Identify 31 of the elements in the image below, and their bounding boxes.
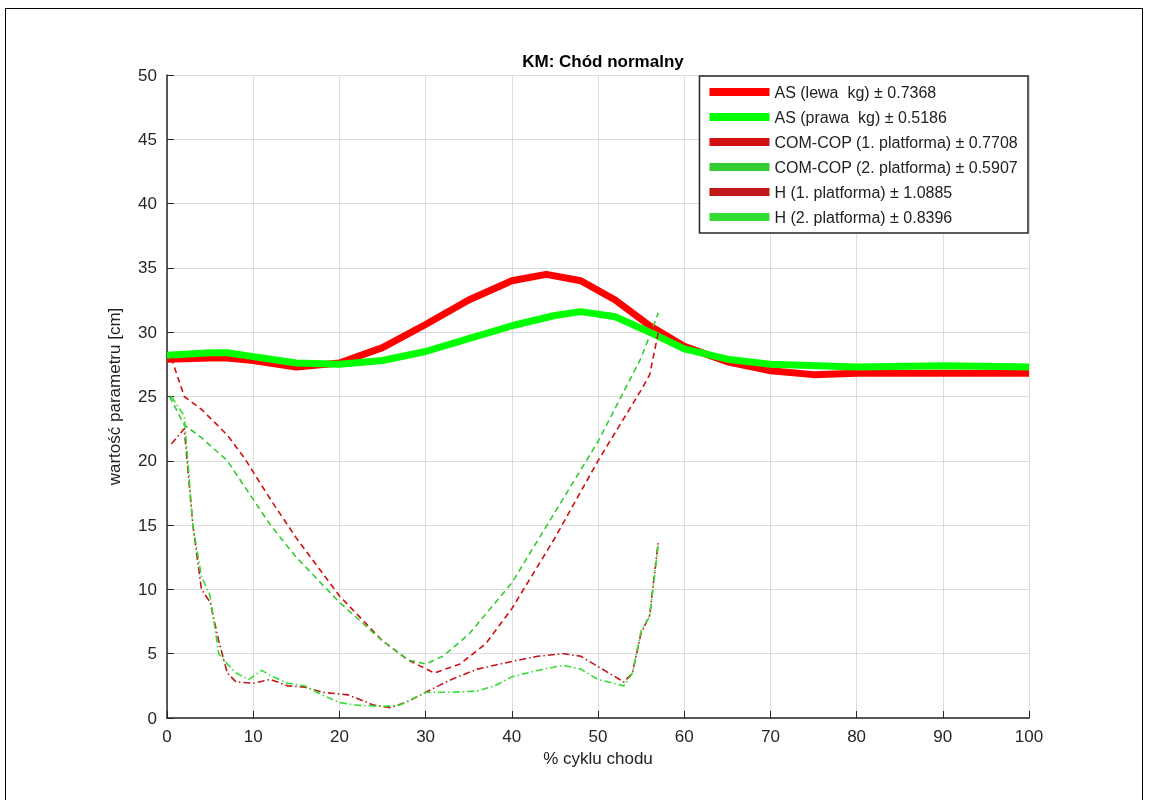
y-tick-label: 45	[138, 129, 157, 149]
legend-label: H (1. platforma) ± 1.0885	[774, 183, 953, 201]
y-tick-label: 30	[138, 322, 157, 342]
y-tick-label: 35	[138, 258, 157, 278]
x-tick-label: 100	[1014, 727, 1044, 746]
x-axis-title: % cyklu chodu	[543, 749, 653, 768]
x-tick-label: 30	[416, 727, 436, 746]
legend-label: AS (lewa kg) ± 0.7368	[774, 83, 937, 101]
x-tick-label: 0	[162, 727, 172, 746]
legend-label: AS (prawa kg) ± 0.5186	[774, 108, 947, 126]
y-tick-label: 10	[138, 579, 157, 599]
y-tick-label: 5	[147, 644, 157, 664]
chart-title: KM: Chód normalny	[522, 52, 685, 71]
x-tick-label: 90	[933, 727, 953, 746]
y-tick-label: 25	[138, 387, 157, 406]
y-tick-label: 20	[138, 451, 157, 471]
legend-label: COM-COP (2. platforma) ± 0.5907	[774, 158, 1018, 176]
y-tick-label: 15	[138, 515, 157, 535]
x-tick-label: 40	[502, 727, 522, 746]
x-tick-label: 60	[674, 727, 694, 746]
y-tick-label: 40	[138, 194, 157, 214]
x-tick-label: 70	[760, 727, 780, 746]
x-tick-label: 80	[847, 727, 867, 746]
legend-label: COM-COP (1. platforma) ± 0.7708	[774, 133, 1018, 151]
x-tick-label: 10	[243, 727, 263, 746]
x-tick-label: 50	[588, 727, 608, 746]
y-tick-label: 50	[138, 65, 157, 85]
y-tick-label: 0	[147, 708, 157, 728]
legend-label: H (2. platforma) ± 0.8396	[774, 208, 953, 226]
x-tick-label: 20	[329, 727, 349, 746]
y-axis-title: wartość parametru [cm]	[105, 307, 124, 487]
